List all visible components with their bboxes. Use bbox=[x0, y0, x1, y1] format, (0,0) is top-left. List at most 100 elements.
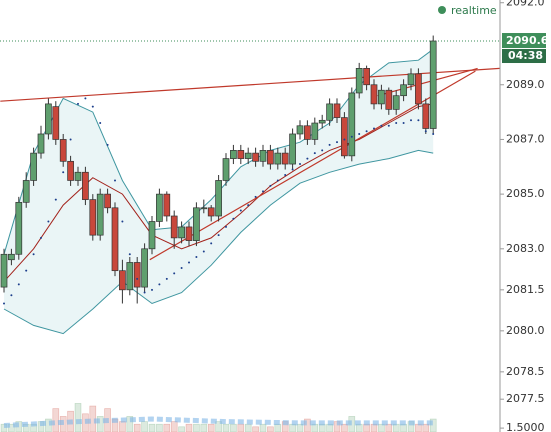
candle-body bbox=[237, 150, 245, 159]
volume-bar bbox=[385, 423, 393, 432]
sar-dot bbox=[188, 261, 190, 264]
candle-body bbox=[15, 201, 23, 255]
y-tick-label: 2077.5 bbox=[506, 392, 545, 405]
sar-dot bbox=[321, 149, 324, 152]
candle-body bbox=[82, 171, 89, 200]
volume-bar bbox=[341, 423, 348, 432]
candle-body bbox=[370, 84, 378, 105]
y-tick-label: 2092.0 bbox=[506, 0, 545, 9]
candle-body bbox=[407, 73, 415, 86]
candle-body bbox=[333, 103, 341, 118]
candle-body bbox=[296, 125, 304, 135]
sar-dot bbox=[432, 132, 435, 135]
volume-bar bbox=[378, 423, 385, 432]
volume-bar bbox=[163, 423, 171, 432]
volume-average bbox=[3, 416, 434, 428]
sar-dot bbox=[350, 135, 353, 138]
candle-body bbox=[111, 207, 119, 272]
candle-body bbox=[259, 150, 267, 162]
candle-body bbox=[185, 226, 193, 241]
sar-dot bbox=[232, 217, 235, 220]
sar-dot bbox=[247, 204, 250, 207]
volume-bar bbox=[207, 423, 215, 432]
sar-dot bbox=[306, 157, 309, 160]
y-tick-label: 2087.0 bbox=[506, 132, 545, 145]
countdown: 04:38 bbox=[508, 49, 543, 62]
sar-dot bbox=[47, 220, 50, 223]
sar-dot bbox=[69, 138, 72, 141]
sar-dot bbox=[225, 225, 227, 228]
candle-body bbox=[163, 193, 171, 217]
sar-dot bbox=[217, 234, 220, 237]
sar-dot bbox=[402, 122, 405, 125]
y-tick-label: 2089.0 bbox=[506, 78, 545, 91]
candle-body bbox=[104, 193, 111, 209]
candle-body bbox=[141, 248, 148, 288]
volume-bar bbox=[296, 423, 304, 432]
sar-dot bbox=[62, 171, 65, 174]
sar-dot bbox=[210, 242, 213, 245]
legend-label: realtime bbox=[451, 4, 497, 17]
candle-body bbox=[318, 119, 326, 124]
candle-body bbox=[267, 150, 274, 165]
sar-dot bbox=[343, 138, 346, 141]
trendline bbox=[377, 67, 478, 97]
candle-body bbox=[96, 193, 104, 236]
sar-dot bbox=[284, 173, 287, 176]
sar-dot bbox=[291, 168, 294, 171]
volume-bar bbox=[304, 418, 311, 432]
y-axis: 2092.0 2089.0 2087.0 2085.0 2083.0 2081.5 2080… bbox=[500, 0, 549, 432]
candle-body bbox=[400, 84, 407, 97]
candle-body bbox=[274, 152, 282, 165]
sar-dot bbox=[424, 130, 427, 133]
candle-body bbox=[156, 193, 163, 222]
candle-body bbox=[133, 262, 141, 288]
volume-bar bbox=[252, 426, 259, 432]
candle-body bbox=[252, 152, 259, 162]
volume-bar bbox=[267, 426, 274, 432]
volume-bar bbox=[178, 426, 185, 432]
candle-body bbox=[385, 89, 393, 110]
candle-body bbox=[429, 40, 437, 129]
price-tag-label: 2090.6 bbox=[506, 34, 549, 47]
candle-body bbox=[67, 160, 74, 181]
candle-body bbox=[52, 106, 60, 140]
sar-dot bbox=[380, 124, 383, 127]
sar-dot bbox=[373, 127, 375, 130]
candle-body bbox=[230, 150, 237, 159]
candle-body bbox=[348, 92, 356, 157]
candle-body bbox=[22, 180, 30, 203]
y-tick-label: 2080.0 bbox=[506, 324, 545, 337]
candle-body bbox=[392, 95, 400, 110]
band-fill bbox=[4, 49, 434, 334]
volume-bar bbox=[74, 403, 82, 432]
sar-dot bbox=[10, 294, 13, 297]
candle-body bbox=[148, 221, 156, 250]
candle-body bbox=[89, 199, 97, 236]
volume-bar bbox=[200, 423, 208, 432]
sar-dot bbox=[91, 105, 94, 108]
volume-bar bbox=[222, 423, 230, 432]
volume-bar bbox=[133, 423, 141, 432]
candle-body bbox=[415, 73, 422, 105]
sar-dot bbox=[121, 220, 124, 223]
candle-body bbox=[215, 180, 222, 217]
volume-bar bbox=[259, 423, 267, 432]
candle-body bbox=[355, 68, 363, 94]
candle-body bbox=[200, 207, 208, 210]
y-tick-label: 2085.0 bbox=[506, 187, 545, 200]
volume-bar bbox=[422, 423, 430, 432]
candle-body bbox=[363, 68, 370, 86]
sar-dot bbox=[299, 163, 301, 166]
sar-dot bbox=[165, 277, 168, 280]
legend-marker bbox=[438, 6, 446, 14]
sar-dot bbox=[40, 236, 42, 239]
sar-dot bbox=[151, 288, 153, 291]
volume-tick-label: 1.5000 bbox=[506, 421, 545, 432]
y-tick-label: 2081.5 bbox=[506, 283, 545, 296]
volume-bar bbox=[230, 423, 237, 432]
sar-dot bbox=[262, 190, 264, 193]
candle-body bbox=[341, 117, 348, 157]
plot-area: shares bbox=[0, 35, 500, 432]
